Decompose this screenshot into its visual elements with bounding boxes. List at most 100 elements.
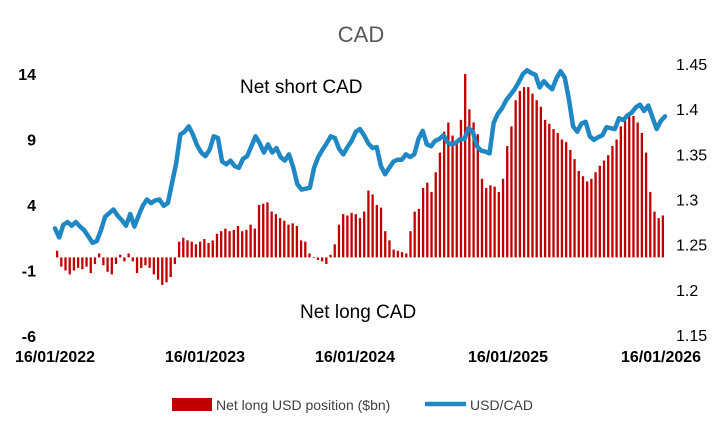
x-tick-label: 16/01/2023 (165, 349, 245, 366)
y-right-tick-label: 1.4 (676, 102, 698, 119)
bar (531, 93, 534, 258)
bar (501, 178, 505, 258)
bar (602, 160, 606, 258)
bar (442, 131, 446, 258)
x-tick-label: 16/01/2022 (15, 349, 95, 366)
bar (190, 241, 193, 258)
bar (114, 257, 118, 264)
bar (215, 233, 219, 258)
bar (594, 172, 597, 258)
bar (123, 257, 126, 262)
bar (489, 185, 492, 258)
bar (611, 146, 614, 258)
bar (131, 257, 134, 262)
bar (156, 257, 160, 280)
bar (590, 178, 593, 258)
bar (493, 186, 496, 258)
bar (438, 152, 442, 258)
bar (241, 231, 244, 258)
bar (194, 244, 198, 258)
bar (316, 257, 320, 261)
x-tick-label: 16/01/2024 (315, 349, 395, 366)
bar (304, 241, 307, 258)
bar (198, 241, 202, 258)
bar (459, 119, 463, 258)
bar (506, 146, 509, 258)
bar (573, 159, 576, 258)
bar (98, 253, 101, 258)
bar (182, 237, 185, 258)
bar (447, 122, 450, 258)
annotation-net-long: Net long CAD (300, 302, 416, 323)
bar (527, 87, 530, 258)
legend-line-label: USD/CAD (470, 397, 533, 413)
bar (388, 240, 391, 258)
bar (657, 218, 660, 258)
x-tick-label: 16/01/2026 (621, 349, 701, 366)
bar (342, 214, 345, 258)
bar (480, 178, 484, 258)
bar (640, 132, 644, 258)
bar (207, 242, 210, 258)
annotation-net-short: Net short CAD (240, 77, 362, 98)
bar (560, 139, 564, 258)
bar (295, 225, 299, 258)
bar (169, 257, 172, 278)
bar (543, 119, 547, 258)
y-right-tick-label: 1.2 (676, 283, 698, 300)
bar (346, 215, 349, 258)
bar (539, 106, 543, 258)
bar (274, 214, 278, 258)
bar (510, 126, 513, 258)
bar (535, 100, 538, 258)
bar (152, 257, 156, 275)
bar (325, 257, 328, 264)
bar (93, 257, 97, 264)
bar (396, 250, 400, 258)
bar (464, 74, 467, 258)
bar (140, 257, 143, 268)
x-tick-label: 16/01/2025 (468, 349, 548, 366)
bar (649, 191, 652, 258)
bar (257, 205, 261, 258)
bar (552, 129, 555, 258)
bar (434, 172, 437, 258)
bar (455, 142, 458, 258)
bar (278, 218, 282, 258)
bar (320, 257, 324, 262)
bar (426, 182, 429, 258)
bar (632, 115, 635, 258)
bar (64, 257, 67, 271)
y-right-tick-label: 1.15 (676, 328, 707, 345)
bar (518, 91, 522, 258)
legend-bar-swatch (172, 398, 212, 411)
bar (224, 228, 227, 258)
bar (270, 211, 273, 258)
y-left-tick-label: -1 (22, 264, 36, 281)
bar (581, 176, 585, 258)
bar (577, 170, 580, 258)
y-right-tick-label: 1.25 (676, 238, 707, 255)
bar (468, 109, 471, 258)
bar (186, 240, 189, 258)
bar (211, 240, 214, 258)
bar (55, 250, 59, 258)
bar (400, 252, 404, 258)
bar (299, 240, 303, 258)
bar (548, 123, 551, 258)
bar (312, 257, 315, 258)
y-right-tick-label: 1.45 (676, 57, 707, 74)
bar (291, 223, 294, 258)
bar (76, 257, 80, 268)
bar (350, 212, 353, 258)
bar (384, 231, 387, 258)
bar (89, 257, 92, 274)
y-left-tick-label: 4 (27, 198, 36, 215)
bar (413, 211, 416, 258)
bar (329, 254, 332, 258)
y-left-tick-label: 14 (18, 67, 36, 84)
bar (161, 257, 164, 285)
bar (607, 155, 610, 258)
